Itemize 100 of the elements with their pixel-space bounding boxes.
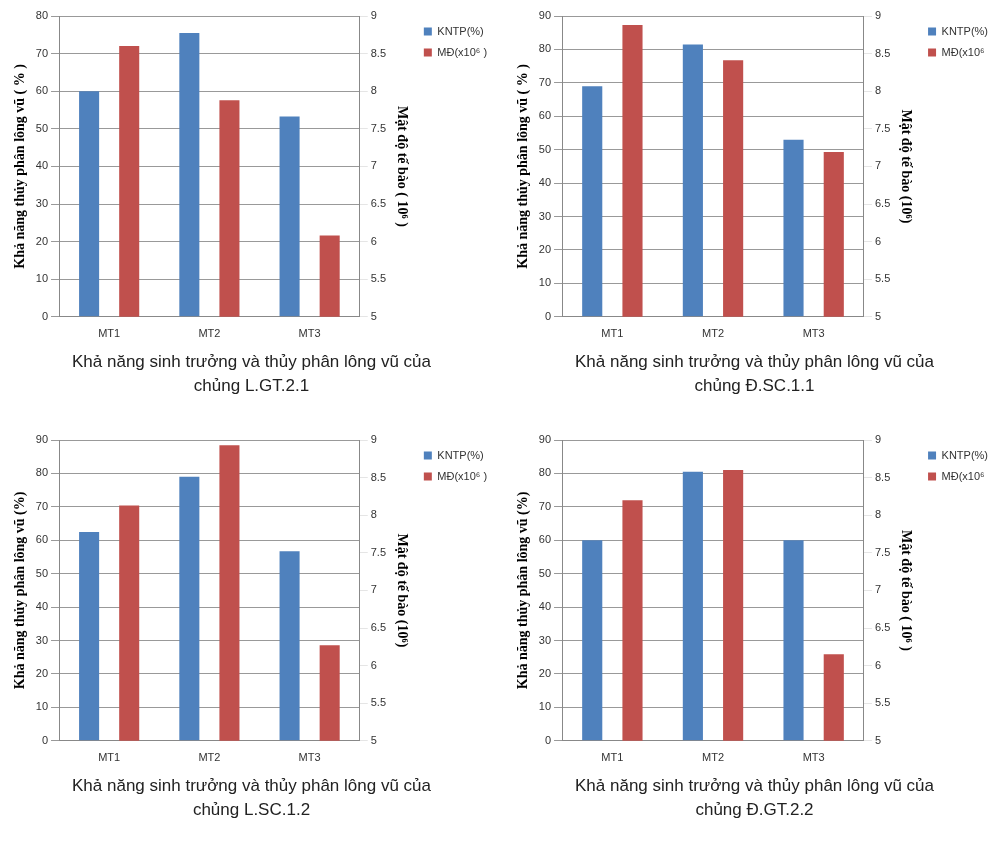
x-tick-label: MT1 xyxy=(98,327,121,340)
y-tick-label: 10 xyxy=(35,700,49,713)
y-axis-title: Khả năng thủy phân lông vũ (%) xyxy=(515,491,532,690)
y2-tick-label: 6 xyxy=(874,658,882,671)
bar xyxy=(279,551,300,741)
y-tick-label: 50 xyxy=(538,142,552,155)
y2-tick-label: 8 xyxy=(370,508,377,521)
y-tick-label: 0 xyxy=(41,309,49,322)
y2-tick-label: 7 xyxy=(370,583,377,596)
y-tick-label: 10 xyxy=(538,700,552,713)
bar xyxy=(783,139,804,317)
y-tick-label: 40 xyxy=(538,600,552,613)
y-tick-label: 20 xyxy=(538,242,552,255)
y2-tick-label: 8.5 xyxy=(370,470,387,483)
y2-tick-label: 7.5 xyxy=(370,545,387,558)
y2-tick-label: 6.5 xyxy=(370,621,387,634)
y2-tick-label: 8 xyxy=(874,508,882,521)
y-tick-label: 70 xyxy=(538,75,552,88)
legend-label: MĐ(x10⁶ xyxy=(941,469,985,482)
y-tick-label: 70 xyxy=(35,46,49,59)
y2-tick-label: 7.5 xyxy=(370,121,387,134)
text: Khả năng sinh trưởng và thủy phân lông vũ của chủng Đ.SC.1.1 xyxy=(574,351,935,397)
x-tick-label: MT2 xyxy=(198,327,221,340)
y-tick-label: 40 xyxy=(35,159,49,172)
y2-tick-label: 5.5 xyxy=(874,272,891,285)
y-tick-label: 90 xyxy=(35,433,49,446)
y2-tick-label: 8.5 xyxy=(874,470,891,483)
bar xyxy=(582,86,603,317)
legend-label: KNTP(%) xyxy=(941,24,989,37)
y-tick-label: 40 xyxy=(538,176,552,189)
legend-label: MĐ(x10⁶ ) xyxy=(437,469,488,482)
legend-label: KNTP(%) xyxy=(941,448,989,461)
y2-tick-label: 6.5 xyxy=(874,621,891,634)
y2-tick-label: 7 xyxy=(370,159,377,172)
y2-tick-label: 5 xyxy=(874,733,882,746)
x-tick-label: MT3 xyxy=(298,751,321,764)
y2-tick-label: 5.5 xyxy=(370,272,387,285)
y-tick-label: 70 xyxy=(538,499,552,512)
y-tick-label: 0 xyxy=(544,309,552,322)
y2-tick-label: 8 xyxy=(370,84,377,97)
y2-tick-label: 9 xyxy=(874,433,882,446)
x-tick-label: MT2 xyxy=(198,751,221,764)
y2-tick-label: 6 xyxy=(370,658,377,671)
text: Khả năng sinh trưởng và thủy phân lông vũ của chủng L.SC.1.2 xyxy=(71,775,432,821)
y2-tick-label: 6 xyxy=(370,234,377,247)
y-tick-label: 40 xyxy=(35,600,49,613)
x-tick-label: MT2 xyxy=(702,327,724,340)
y2-tick-label: 6.5 xyxy=(370,197,387,210)
y-tick-label: 10 xyxy=(35,272,49,285)
y-tick-label: 60 xyxy=(538,533,552,546)
y-tick-label: 80 xyxy=(35,9,49,22)
x-tick-label: MT1 xyxy=(601,327,624,340)
bar xyxy=(79,91,100,317)
y-tick-label: 90 xyxy=(538,433,552,446)
y2-tick-label: 7.5 xyxy=(874,545,891,558)
y-tick-label: 30 xyxy=(35,197,49,210)
x-tick-label: MT1 xyxy=(98,751,121,764)
y2-tick-label: 5 xyxy=(370,733,377,746)
y-tick-label: 20 xyxy=(35,234,49,247)
bar xyxy=(79,531,100,741)
y2-tick-label: 8.5 xyxy=(370,46,387,59)
y2-axis-title: Mật độ tế bào (10⁶) xyxy=(898,109,915,224)
y-tick-label: 20 xyxy=(538,666,552,679)
x-tick-label: MT3 xyxy=(802,327,825,340)
y2-tick-label: 7.5 xyxy=(874,121,891,134)
x-tick-label: MT1 xyxy=(601,751,624,764)
y-tick-label: 60 xyxy=(538,109,552,122)
x-tick-label: MT3 xyxy=(802,751,825,764)
y2-tick-label: 7 xyxy=(874,159,882,172)
y-tick-label: 50 xyxy=(35,566,49,579)
legend-label: KNTP(%) xyxy=(437,24,484,37)
y-tick-label: 0 xyxy=(41,733,49,746)
y-tick-label: 30 xyxy=(538,633,552,646)
y2-tick-label: 5.5 xyxy=(874,696,891,709)
bar xyxy=(179,32,200,317)
y-axis-title: Khả năng thủy phân lông vũ ( % ) xyxy=(515,63,532,269)
y-tick-label: 70 xyxy=(35,499,49,512)
y2-axis-title: Mật độ tế bào ( 10⁶ ) xyxy=(898,529,915,652)
text: Khả năng sinh trưởng và thủy phân lông vũ của chủng L.GT.2.1 xyxy=(71,351,432,397)
legend-label: MĐ(x10⁶ xyxy=(941,45,985,58)
y-tick-label: 10 xyxy=(538,276,552,289)
y2-tick-label: 6 xyxy=(874,234,882,247)
y-tick-label: 60 xyxy=(35,84,49,97)
y2-tick-label: 9 xyxy=(874,9,882,22)
y2-tick-label: 5 xyxy=(874,309,882,322)
y2-axis-title: Mật độ tế bào (10⁶) xyxy=(393,533,410,648)
y2-axis-title: Mật độ tế bào ( 10⁶ ) xyxy=(393,105,410,228)
y2-tick-label: 8 xyxy=(874,84,882,97)
y-axis-title: Khả năng thủy phân lông vũ (%) xyxy=(12,491,29,690)
legend-label: KNTP(%) xyxy=(437,448,484,461)
y2-tick-label: 8.5 xyxy=(874,46,891,59)
y2-tick-label: 5 xyxy=(370,309,377,322)
text: Khả năng sinh trưởng và thủy phân lông vũ của chủng Đ.GT.2.2 xyxy=(574,775,935,821)
y-tick-label: 20 xyxy=(35,666,49,679)
y-tick-label: 60 xyxy=(35,533,49,546)
bar xyxy=(682,44,703,317)
y2-tick-label: 6.5 xyxy=(874,197,891,210)
y-tick-label: 50 xyxy=(538,566,552,579)
x-tick-label: MT2 xyxy=(702,751,724,764)
y-tick-label: 90 xyxy=(538,9,552,22)
